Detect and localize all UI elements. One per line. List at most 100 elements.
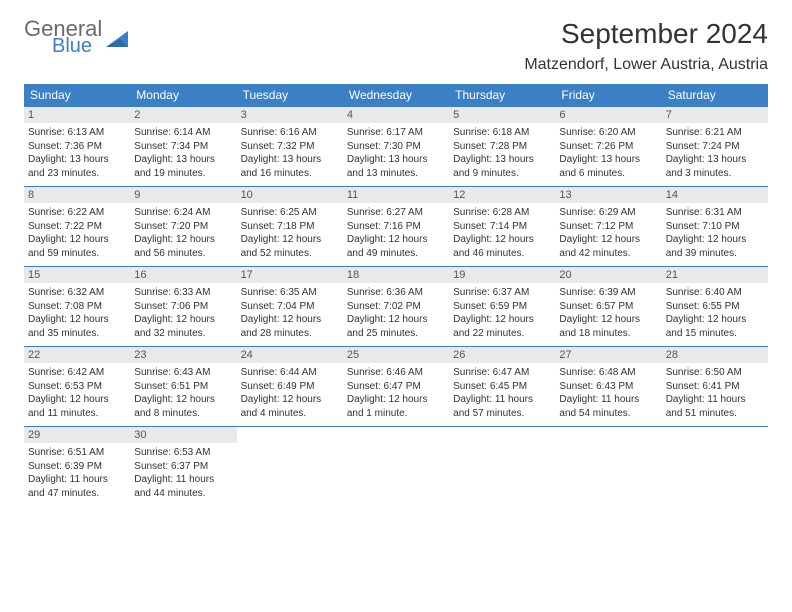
day-cell: 11 Sunrise: 6:27 AMSunset: 7:16 PMDayligh…: [343, 187, 449, 266]
empty-cell: [449, 427, 555, 506]
day-number: 18: [343, 267, 449, 283]
day-number: 17: [237, 267, 343, 283]
weeks-container: 1Sunrise: 6:13 AMSunset: 7:36 PMDaylight…: [24, 106, 768, 506]
day-cell: 23Sunrise: 6:43 AMSunset: 6:51 PMDayligh…: [130, 347, 236, 426]
day-header-row: SundayMondayTuesdayWednesdayThursdayFrid…: [24, 84, 768, 106]
day-number: 28: [662, 347, 768, 363]
day-number: 23: [130, 347, 236, 363]
logo: General Blue: [24, 18, 132, 56]
empty-cell: [343, 427, 449, 506]
day-cell: 20 Sunrise: 6:39 AMSunset: 6:57 PMDayligh…: [555, 267, 661, 346]
day-number: 21: [662, 267, 768, 283]
calendar: SundayMondayTuesdayWednesdayThursdayFrid…: [24, 84, 768, 506]
location: Matzendorf, Lower Austria, Austria: [524, 56, 768, 74]
week-row: 22 Sunrise: 6:42 AMSunset: 6:53 PMDayligh…: [24, 346, 768, 426]
day-number: 14: [662, 187, 768, 203]
day-header: Monday: [130, 84, 236, 106]
day-details: Sunrise: 6:22 AMSunset: 7:22 PMDaylight:…: [28, 206, 126, 260]
day-cell: 28Sunrise: 6:50 AMSunset: 6:41 PMDayligh…: [662, 347, 768, 426]
day-details: Sunrise: 6:39 AMSunset: 6:57 PMDaylight:…: [559, 286, 657, 340]
day-number: 4: [343, 107, 449, 123]
empty-cell: [662, 427, 768, 506]
day-cell: 4 Sunrise: 6:17 AMSunset: 7:30 PMDaylight…: [343, 107, 449, 186]
day-cell: 21Sunrise: 6:40 AMSunset: 6:55 PMDayligh…: [662, 267, 768, 346]
day-header: Wednesday: [343, 84, 449, 106]
day-number: 20: [555, 267, 661, 283]
day-number: 8: [24, 187, 130, 203]
day-cell: 9Sunrise: 6:24 AMSunset: 7:20 PMDaylight…: [130, 187, 236, 266]
day-cell: 30Sunrise: 6:53 AMSunset: 6:37 PMDayligh…: [130, 427, 236, 506]
day-details: Sunrise: 6:46 AMSunset: 6:47 PMDaylight:…: [347, 366, 445, 420]
day-details: Sunrise: 6:31 AMSunset: 7:10 PMDaylight:…: [666, 206, 764, 260]
day-cell: 14 Sunrise: 6:31 AMSunset: 7:10 PMDayligh…: [662, 187, 768, 266]
day-number: 13: [555, 187, 661, 203]
day-number: 26: [449, 347, 555, 363]
day-number: 11: [343, 187, 449, 203]
day-details: Sunrise: 6:44 AMSunset: 6:49 PMDaylight:…: [241, 366, 339, 420]
day-cell: 13 Sunrise: 6:29 AMSunset: 7:12 PMDayligh…: [555, 187, 661, 266]
day-header: Saturday: [662, 84, 768, 106]
logo-word-blue: Blue: [52, 36, 102, 56]
week-row: 15 Sunrise: 6:32 AMSunset: 7:08 PMDayligh…: [24, 266, 768, 346]
day-details: Sunrise: 6:51 AMSunset: 6:39 PMDaylight:…: [28, 446, 126, 500]
day-cell: 1Sunrise: 6:13 AMSunset: 7:36 PMDaylight…: [24, 107, 130, 186]
day-header: Tuesday: [237, 84, 343, 106]
day-cell: 18Sunrise: 6:36 AMSunset: 7:02 PMDayligh…: [343, 267, 449, 346]
day-cell: 6Sunrise: 6:20 AMSunset: 7:26 PMDaylight…: [555, 107, 661, 186]
day-details: Sunrise: 6:17 AMSunset: 7:30 PMDaylight:…: [347, 126, 445, 180]
day-details: Sunrise: 6:47 AMSunset: 6:45 PMDaylight:…: [453, 366, 551, 420]
day-cell: 26 Sunrise: 6:47 AMSunset: 6:45 PMDayligh…: [449, 347, 555, 426]
day-details: Sunrise: 6:33 AMSunset: 7:06 PMDaylight:…: [134, 286, 232, 340]
day-number: 25: [343, 347, 449, 363]
logo-text: General Blue: [24, 18, 102, 56]
day-cell: 24 Sunrise: 6:44 AMSunset: 6:49 PMDayligh…: [237, 347, 343, 426]
day-number: 24: [237, 347, 343, 363]
day-cell: 12Sunrise: 6:28 AMSunset: 7:14 PMDayligh…: [449, 187, 555, 266]
day-number: 10: [237, 187, 343, 203]
week-row: 1Sunrise: 6:13 AMSunset: 7:36 PMDaylight…: [24, 106, 768, 186]
header: General Blue September 2024 Matzendorf, …: [24, 18, 768, 74]
day-cell: 8 Sunrise: 6:22 AMSunset: 7:22 PMDaylight…: [24, 187, 130, 266]
day-cell: 22 Sunrise: 6:42 AMSunset: 6:53 PMDayligh…: [24, 347, 130, 426]
day-details: Sunrise: 6:42 AMSunset: 6:53 PMDaylight:…: [28, 366, 126, 420]
day-number: 30: [130, 427, 236, 443]
day-details: Sunrise: 6:18 AMSunset: 7:28 PMDaylight:…: [453, 126, 551, 180]
day-cell: 17 Sunrise: 6:35 AMSunset: 7:04 PMDayligh…: [237, 267, 343, 346]
day-details: Sunrise: 6:27 AMSunset: 7:16 PMDaylight:…: [347, 206, 445, 260]
day-cell: 27 Sunrise: 6:48 AMSunset: 6:43 PMDayligh…: [555, 347, 661, 426]
empty-cell: [555, 427, 661, 506]
day-header: Sunday: [24, 84, 130, 106]
day-number: 19: [449, 267, 555, 283]
title-block: September 2024 Matzendorf, Lower Austria…: [524, 18, 768, 74]
day-cell: 2Sunrise: 6:14 AMSunset: 7:34 PMDaylight…: [130, 107, 236, 186]
day-number: 22: [24, 347, 130, 363]
week-row: 8 Sunrise: 6:22 AMSunset: 7:22 PMDaylight…: [24, 186, 768, 266]
day-number: 15: [24, 267, 130, 283]
day-number: 7: [662, 107, 768, 123]
day-cell: 5 Sunrise: 6:18 AMSunset: 7:28 PMDaylight…: [449, 107, 555, 186]
week-row: 29 Sunrise: 6:51 AMSunset: 6:39 PMDayligh…: [24, 426, 768, 506]
day-number: 2: [130, 107, 236, 123]
day-cell: 16 Sunrise: 6:33 AMSunset: 7:06 PMDayligh…: [130, 267, 236, 346]
day-cell: 29 Sunrise: 6:51 AMSunset: 6:39 PMDayligh…: [24, 427, 130, 506]
day-details: Sunrise: 6:37 AMSunset: 6:59 PMDaylight:…: [453, 286, 551, 340]
day-number: 27: [555, 347, 661, 363]
day-details: Sunrise: 6:32 AMSunset: 7:08 PMDaylight:…: [28, 286, 126, 340]
day-cell: 3 Sunrise: 6:16 AMSunset: 7:32 PMDaylight…: [237, 107, 343, 186]
day-number: 29: [24, 427, 130, 443]
day-details: Sunrise: 6:48 AMSunset: 6:43 PMDaylight:…: [559, 366, 657, 420]
day-details: Sunrise: 6:16 AMSunset: 7:32 PMDaylight:…: [241, 126, 339, 180]
day-details: Sunrise: 6:24 AMSunset: 7:20 PMDaylight:…: [134, 206, 232, 260]
day-cell: 25 Sunrise: 6:46 AMSunset: 6:47 PMDayligh…: [343, 347, 449, 426]
day-cell: 10Sunrise: 6:25 AMSunset: 7:18 PMDayligh…: [237, 187, 343, 266]
day-cell: 15 Sunrise: 6:32 AMSunset: 7:08 PMDayligh…: [24, 267, 130, 346]
day-header: Friday: [555, 84, 661, 106]
empty-cell: [237, 427, 343, 506]
day-number: 1: [24, 107, 130, 123]
day-details: Sunrise: 6:35 AMSunset: 7:04 PMDaylight:…: [241, 286, 339, 340]
day-number: 16: [130, 267, 236, 283]
day-number: 3: [237, 107, 343, 123]
logo-triangle-icon: [106, 29, 132, 49]
day-details: Sunrise: 6:29 AMSunset: 7:12 PMDaylight:…: [559, 206, 657, 260]
day-number: 5: [449, 107, 555, 123]
